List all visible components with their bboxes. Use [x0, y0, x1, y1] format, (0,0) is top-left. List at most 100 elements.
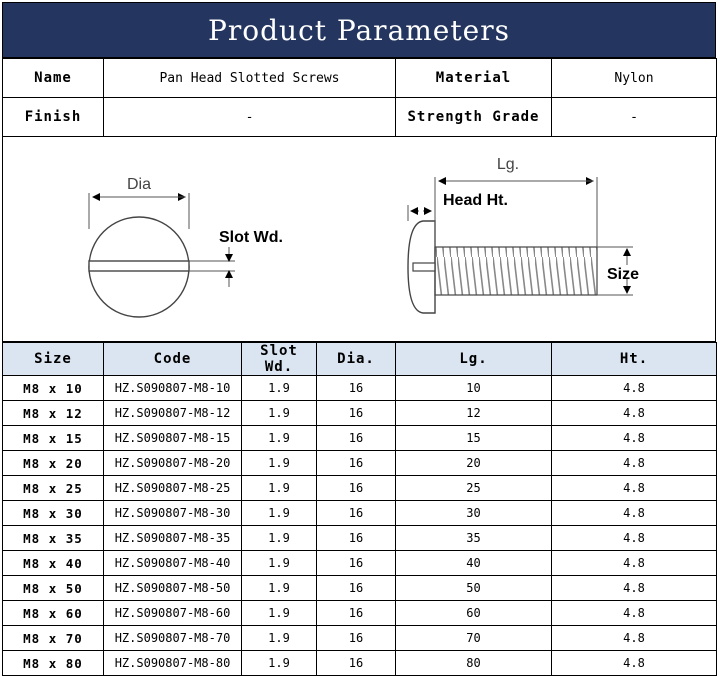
table-cell: 1.9 — [241, 475, 317, 501]
table-cell: HZ.S090807-M8-20 — [103, 450, 242, 476]
head-label: Head Ht. — [443, 192, 508, 209]
table-cell: 35 — [395, 525, 552, 551]
table-cell: M8 x 30 — [2, 500, 104, 526]
column-header: Lg. — [395, 342, 552, 376]
table-cell: 10 — [395, 375, 552, 401]
grade-value: - — [551, 97, 717, 137]
table-cell: 4.8 — [551, 650, 717, 676]
table-cell: 4.8 — [551, 575, 717, 601]
info-row: Name Pan Head Slotted Screws Material Ny… — [2, 58, 717, 98]
table-cell: 4.8 — [551, 475, 717, 501]
table-cell: HZ.S090807-M8-70 — [103, 625, 242, 651]
finish-label: Finish — [2, 97, 104, 137]
table-row: M8 x 20 HZ.S090807-M8-20 1.9 16 20 4.8 — [2, 450, 717, 476]
table-cell: 16 — [316, 375, 396, 401]
table-cell: HZ.S090807-M8-10 — [103, 375, 242, 401]
table-cell: 12 — [395, 400, 552, 426]
table-cell: M8 x 15 — [2, 425, 104, 451]
table-row: M8 x 60 HZ.S090807-M8-60 1.9 16 60 4.8 — [2, 600, 717, 626]
table-row: M8 x 10 HZ.S090807-M8-10 1.9 16 10 4.8 — [2, 375, 717, 401]
table-row: M8 x 15 HZ.S090807-M8-15 1.9 16 15 4.8 — [2, 425, 717, 451]
table-cell: 16 — [316, 625, 396, 651]
table-cell: 4.8 — [551, 625, 717, 651]
table-cell: M8 x 25 — [2, 475, 104, 501]
table-cell: 4.8 — [551, 450, 717, 476]
table-cell: 1.9 — [241, 400, 317, 426]
table-cell: 1.9 — [241, 375, 317, 401]
table-row: M8 x 25 HZ.S090807-M8-25 1.9 16 25 4.8 — [2, 475, 717, 501]
table-cell: 16 — [316, 650, 396, 676]
table-cell: 16 — [316, 575, 396, 601]
table-cell: 1.9 — [241, 625, 317, 651]
table-cell: 4.8 — [551, 375, 717, 401]
table-cell: M8 x 80 — [2, 650, 104, 676]
table-cell: 1.9 — [241, 450, 317, 476]
table-row: M8 x 50 HZ.S090807-M8-50 1.9 16 50 4.8 — [2, 575, 717, 601]
table-cell: 80 — [395, 650, 552, 676]
table-cell: M8 x 12 — [2, 400, 104, 426]
table-cell: HZ.S090807-M8-40 — [103, 550, 242, 576]
table-cell: 16 — [316, 450, 396, 476]
name-label: Name — [2, 58, 104, 98]
table-cell: 4.8 — [551, 600, 717, 626]
table-row: M8 x 80 HZ.S090807-M8-80 1.9 16 80 4.8 — [2, 650, 717, 676]
table-cell: 16 — [316, 400, 396, 426]
spec-header-row: Size Code Slot Wd. Dia. Lg. Ht. — [2, 342, 717, 376]
head-top-view: Dia Slot Wd. — [88, 176, 283, 318]
dia-label: Dia — [127, 176, 151, 193]
table-cell: HZ.S090807-M8-12 — [103, 400, 242, 426]
table-cell: 1.9 — [241, 650, 317, 676]
table-cell: M8 x 40 — [2, 550, 104, 576]
name-value: Pan Head Slotted Screws — [103, 58, 396, 98]
table-cell: 16 — [316, 600, 396, 626]
page-title: Product Parameters — [2, 2, 716, 58]
table-row: M8 x 40 HZ.S090807-M8-40 1.9 16 40 4.8 — [2, 550, 717, 576]
material-label: Material — [395, 58, 552, 98]
table-cell: 50 — [395, 575, 552, 601]
screw-diagram: Dia Slot Wd. Size — [2, 137, 716, 342]
slot-label: Slot Wd. — [219, 229, 283, 246]
table-cell: 30 — [395, 500, 552, 526]
table-cell: 4.8 — [551, 400, 717, 426]
size-label: Size — [607, 266, 639, 283]
table-cell: 1.9 — [241, 550, 317, 576]
table-cell: M8 x 60 — [2, 600, 104, 626]
column-header: Size — [2, 342, 104, 376]
table-cell: 1.9 — [241, 600, 317, 626]
table-cell: HZ.S090807-M8-80 — [103, 650, 242, 676]
table-cell: 16 — [316, 550, 396, 576]
table-cell: 1.9 — [241, 525, 317, 551]
diagram-svg: Dia Slot Wd. Size — [88, 156, 639, 318]
column-header: Code — [103, 342, 242, 376]
table-row: M8 x 70 HZ.S090807-M8-70 1.9 16 70 4.8 — [2, 625, 717, 651]
table-cell: 70 — [395, 625, 552, 651]
table-row: M8 x 35 HZ.S090807-M8-35 1.9 16 35 4.8 — [2, 525, 717, 551]
table-cell: HZ.S090807-M8-60 — [103, 600, 242, 626]
screw-side-view: Size Lg. Head Ht. — [407, 156, 639, 314]
table-cell: 20 — [395, 450, 552, 476]
finish-value: - — [103, 97, 396, 137]
grade-label: Strength Grade — [395, 97, 552, 137]
table-cell: M8 x 35 — [2, 525, 104, 551]
info-row: Finish - Strength Grade - — [2, 97, 717, 137]
table-cell: HZ.S090807-M8-35 — [103, 525, 242, 551]
table-cell: 60 — [395, 600, 552, 626]
table-cell: 16 — [316, 525, 396, 551]
column-header: Ht. — [551, 342, 717, 376]
table-cell: 16 — [316, 475, 396, 501]
lg-label: Lg. — [497, 156, 519, 173]
table-cell: M8 x 70 — [2, 625, 104, 651]
table-cell: 4.8 — [551, 525, 717, 551]
table-cell: M8 x 20 — [2, 450, 104, 476]
table-cell: 25 — [395, 475, 552, 501]
table-cell: 4.8 — [551, 500, 717, 526]
table-cell: 1.9 — [241, 575, 317, 601]
table-cell: 40 — [395, 550, 552, 576]
table-cell: 4.8 — [551, 550, 717, 576]
table-row: M8 x 12 HZ.S090807-M8-12 1.9 16 12 4.8 — [2, 400, 717, 426]
table-cell: HZ.S090807-M8-50 — [103, 575, 242, 601]
table-cell: M8 x 10 — [2, 375, 104, 401]
table-cell: 1.9 — [241, 500, 317, 526]
table-cell: 15 — [395, 425, 552, 451]
table-cell: HZ.S090807-M8-15 — [103, 425, 242, 451]
